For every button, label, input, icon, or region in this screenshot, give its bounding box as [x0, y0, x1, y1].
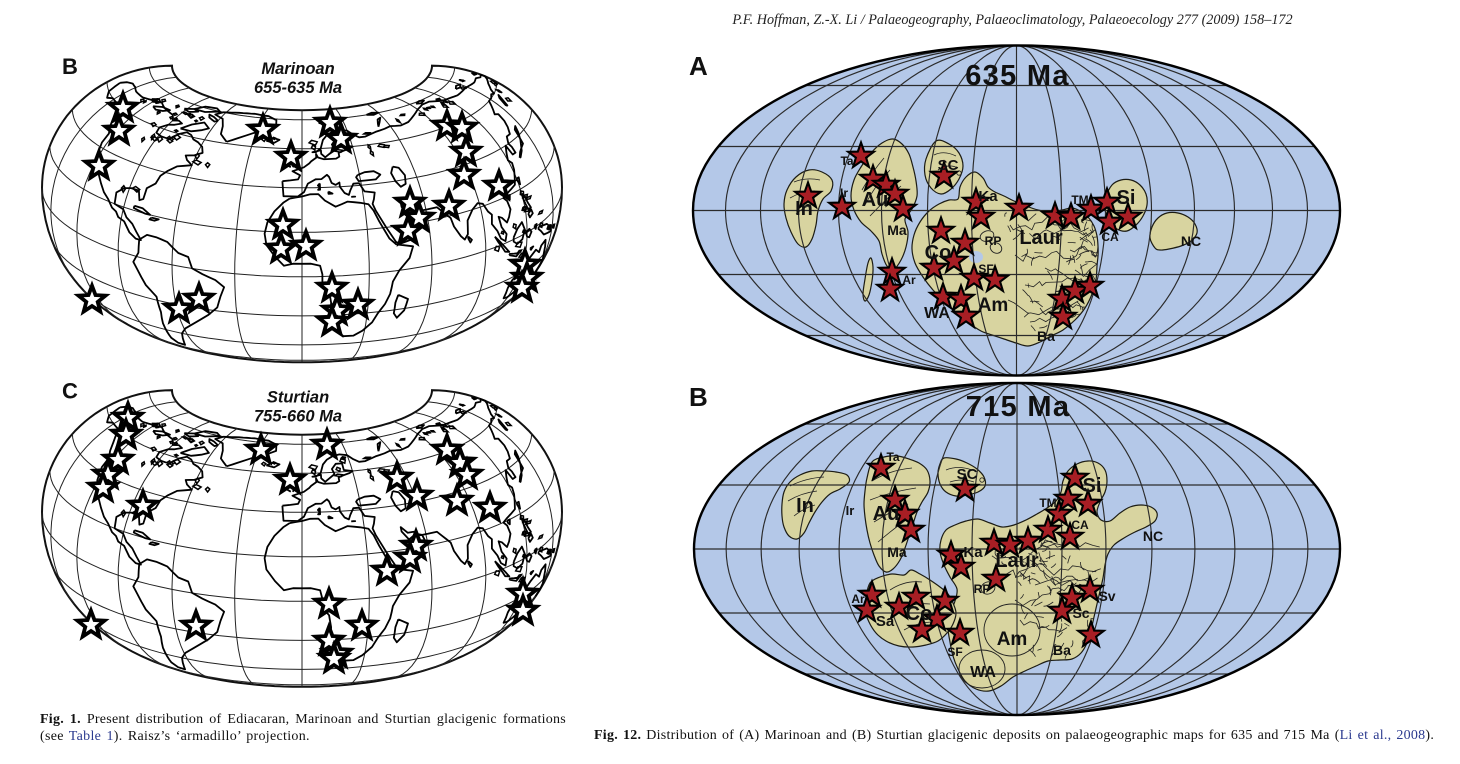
svg-text:Sa: Sa	[876, 613, 895, 630]
svg-text:Marinoan: Marinoan	[261, 60, 334, 78]
svg-text:A: A	[689, 51, 708, 81]
svg-text:635 Ma: 635 Ma	[965, 60, 1070, 92]
svg-text:Si: Si	[1083, 475, 1102, 497]
svg-text:CA: CA	[1071, 518, 1089, 532]
svg-text:Ta: Ta	[840, 154, 853, 168]
svg-text:Ir: Ir	[840, 186, 848, 200]
svg-text:TM: TM	[1071, 193, 1088, 207]
svg-text:Ka: Ka	[963, 544, 983, 561]
svg-text:755-660 Ma: 755-660 Ma	[254, 408, 342, 426]
svg-text:SF: SF	[947, 645, 962, 659]
svg-text:Ta: Ta	[886, 450, 899, 464]
svg-text:NC: NC	[1181, 233, 1201, 249]
svg-text:CA: CA	[1101, 230, 1119, 244]
svg-text:Laur: Laur	[1019, 227, 1063, 249]
svg-text:Co: Co	[925, 242, 952, 264]
svg-text:TM: TM	[1039, 496, 1056, 510]
svg-text:715 Ma: 715 Ma	[966, 391, 1071, 423]
svg-text:In: In	[795, 198, 813, 220]
svg-text:Am: Am	[997, 629, 1028, 650]
svg-text:RP: RP	[985, 234, 1002, 248]
svg-text:Ma: Ma	[887, 544, 907, 560]
svg-text:SF: SF	[978, 262, 993, 276]
svg-text:WA: WA	[970, 664, 996, 681]
svg-text:Ba: Ba	[1037, 328, 1055, 344]
svg-text:Ir: Ir	[846, 503, 855, 518]
svg-text:Am: Am	[978, 295, 1009, 316]
svg-text:Ma: Ma	[887, 222, 907, 238]
svg-text:Ka: Ka	[978, 188, 998, 205]
svg-text:In: In	[796, 495, 814, 517]
svg-text:Co: Co	[906, 603, 933, 625]
svg-text:WA: WA	[924, 305, 950, 322]
svg-text:B: B	[689, 382, 708, 412]
svg-text:Sc: Sc	[1072, 605, 1089, 621]
svg-text:NC: NC	[1143, 528, 1163, 544]
svg-text:Si: Si	[1117, 187, 1136, 209]
svg-text:Au: Au	[862, 189, 889, 211]
svg-text:RP: RP	[974, 582, 991, 596]
svg-text:Au: Au	[873, 503, 900, 525]
svg-text:C: C	[62, 379, 78, 404]
svg-text:Sturtian: Sturtian	[267, 389, 329, 407]
svg-text:B: B	[62, 54, 78, 79]
svg-text:Ba: Ba	[1053, 642, 1071, 658]
svg-text:SC: SC	[957, 466, 978, 483]
svg-text:655-635 Ma: 655-635 Ma	[254, 79, 342, 97]
svg-text:Ar: Ar	[851, 592, 865, 606]
svg-text:Sv: Sv	[1098, 588, 1115, 604]
svg-text:SC: SC	[938, 157, 959, 174]
svg-text:Laur: Laur	[995, 550, 1039, 572]
svg-text:Ar: Ar	[902, 273, 916, 287]
